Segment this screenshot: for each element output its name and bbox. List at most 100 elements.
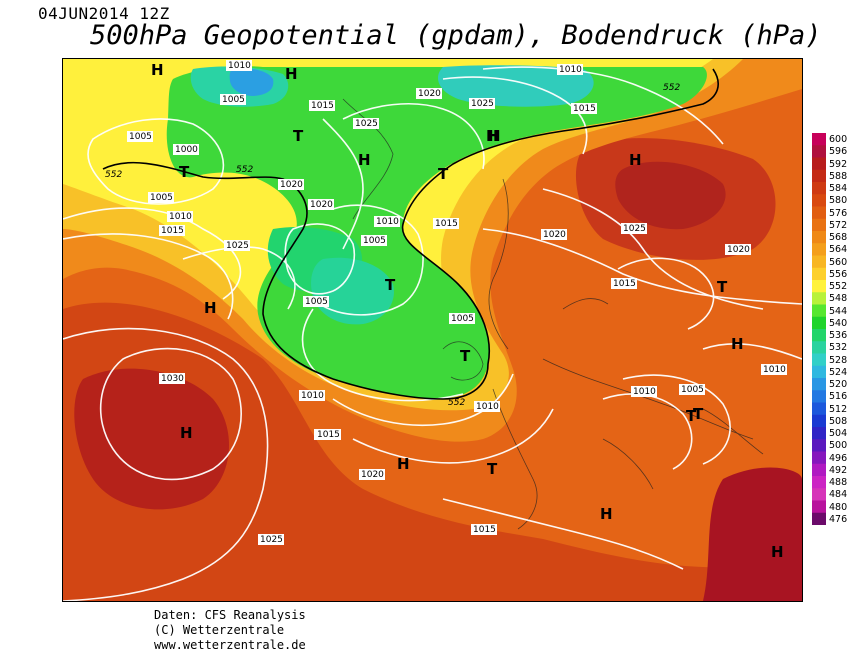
svg-text:1015: 1015 bbox=[473, 525, 496, 535]
contour-label-552: 552 bbox=[105, 170, 122, 180]
isobar-1015-north bbox=[322, 118, 364, 250]
center-marker: T bbox=[460, 347, 471, 365]
legend-swatch bbox=[812, 145, 826, 158]
contour-label-552: 552 bbox=[448, 398, 465, 408]
legend-value: 480 bbox=[829, 501, 848, 513]
center-marker: T bbox=[717, 278, 728, 296]
weather-map: 1010 1005 1015 1020 1025 1005 1000 1005 … bbox=[62, 58, 803, 602]
legend-value: 520 bbox=[829, 379, 848, 390]
svg-text:1005: 1005 bbox=[150, 193, 173, 203]
svg-text:1010: 1010 bbox=[559, 65, 582, 75]
coast-scandinavia bbox=[488, 178, 509, 350]
legend-value: 496 bbox=[829, 452, 848, 464]
field-cool-core-northeast bbox=[438, 65, 594, 107]
isobar-1010-greece bbox=[602, 393, 693, 470]
legend-swatch bbox=[812, 512, 826, 525]
pressure-label: 1020 bbox=[278, 179, 304, 190]
legend-swatch bbox=[812, 402, 826, 416]
field-high-sw bbox=[74, 368, 230, 510]
legend-value: 544 bbox=[829, 305, 848, 317]
legend-value: 584 bbox=[829, 183, 848, 194]
legend-value: 556 bbox=[829, 268, 848, 280]
legend-swatch bbox=[812, 316, 826, 330]
legend-swatch bbox=[812, 329, 826, 342]
pressure-label: 1005 bbox=[303, 296, 329, 307]
legend-value: 488 bbox=[829, 477, 848, 488]
weather-map-canvas: 1010 1005 1015 1020 1025 1005 1000 1005 … bbox=[63, 59, 802, 601]
legend-swatch bbox=[812, 365, 826, 379]
legend-swatch bbox=[812, 194, 826, 207]
center-marker: H bbox=[488, 127, 501, 145]
coastlines bbox=[342, 98, 764, 530]
isobar-1015-south bbox=[332, 373, 514, 427]
center-marker: T bbox=[686, 407, 697, 425]
pressure-label: 1010 bbox=[167, 211, 193, 222]
field-high-se bbox=[703, 467, 802, 601]
pressure-labels: 1010 1005 1015 1020 1025 1005 1000 1005 … bbox=[127, 60, 787, 545]
legend-swatch bbox=[812, 500, 826, 514]
svg-text:1015: 1015 bbox=[613, 279, 636, 289]
center-marker: H bbox=[629, 151, 642, 169]
legend-value: 484 bbox=[829, 489, 848, 501]
svg-text:1025: 1025 bbox=[226, 241, 249, 251]
pressure-label: 1015 bbox=[309, 100, 335, 111]
pressure-label: 1010 bbox=[761, 364, 787, 375]
svg-text:1000: 1000 bbox=[175, 145, 198, 155]
legend-swatch bbox=[812, 157, 826, 171]
pressure-label: 1005 bbox=[679, 384, 705, 395]
coast-baltic bbox=[562, 298, 609, 310]
center-marker: T bbox=[293, 127, 304, 145]
legend-swatch bbox=[812, 390, 826, 403]
pressure-label: 1005 bbox=[220, 94, 246, 105]
legend-value: 552 bbox=[829, 281, 848, 292]
svg-text:1005: 1005 bbox=[451, 314, 474, 324]
legend-value: 548 bbox=[829, 293, 848, 305]
legend-swatch bbox=[812, 378, 826, 391]
svg-text:1005: 1005 bbox=[222, 95, 245, 105]
coast-europe bbox=[542, 358, 754, 440]
isobar-1010-east bbox=[702, 343, 802, 360]
legend-swatch bbox=[812, 133, 826, 146]
field-high-ne-core bbox=[615, 161, 726, 230]
legend-swatch bbox=[812, 451, 826, 465]
legend-swatch bbox=[812, 341, 826, 354]
svg-text:1025: 1025 bbox=[471, 99, 494, 109]
contour-labels: 552 552 552 552 bbox=[105, 83, 680, 408]
legend-swatch bbox=[812, 304, 826, 318]
svg-text:1005: 1005 bbox=[305, 297, 328, 307]
contour-label-552: 552 bbox=[236, 165, 253, 175]
center-marker: T bbox=[438, 165, 449, 183]
svg-text:1010: 1010 bbox=[476, 402, 499, 412]
legend-value: 564 bbox=[829, 244, 848, 256]
center-marker: T bbox=[693, 405, 704, 423]
legend-value: 592 bbox=[829, 158, 848, 170]
center-marker: H bbox=[204, 299, 217, 317]
contour-label-552: 552 bbox=[663, 83, 680, 93]
isobar-1025-russia bbox=[617, 257, 715, 330]
legend-swatch bbox=[812, 439, 826, 452]
legend-value: 576 bbox=[829, 207, 848, 219]
pressure-label: 1020 bbox=[416, 88, 442, 99]
pressure-label: 1010 bbox=[299, 390, 325, 401]
legend-value: 596 bbox=[829, 146, 848, 158]
svg-text:1015: 1015 bbox=[161, 226, 184, 236]
pressure-label: 1025 bbox=[353, 118, 379, 129]
legend-swatch bbox=[812, 243, 826, 256]
pressure-label: 1000 bbox=[173, 144, 199, 155]
svg-text:1015: 1015 bbox=[435, 219, 458, 229]
isobar-1010-west bbox=[63, 207, 242, 300]
isobar-1015-arctic bbox=[482, 66, 724, 145]
coast-balkans bbox=[702, 408, 764, 455]
legend-swatch bbox=[812, 427, 826, 440]
svg-text:1010: 1010 bbox=[169, 212, 192, 222]
pressure-label: 1005 bbox=[449, 313, 475, 324]
center-marker: H bbox=[397, 455, 410, 473]
isobar-1025-azores bbox=[63, 327, 269, 601]
pressure-label: 1015 bbox=[315, 429, 341, 440]
pressure-label: 1025 bbox=[621, 223, 647, 234]
coast-britain bbox=[442, 341, 484, 381]
legend-value: 532 bbox=[829, 342, 848, 354]
center-marker: H bbox=[151, 61, 164, 79]
legend-value: 500 bbox=[829, 440, 848, 452]
legend-value: 600 bbox=[829, 134, 848, 145]
